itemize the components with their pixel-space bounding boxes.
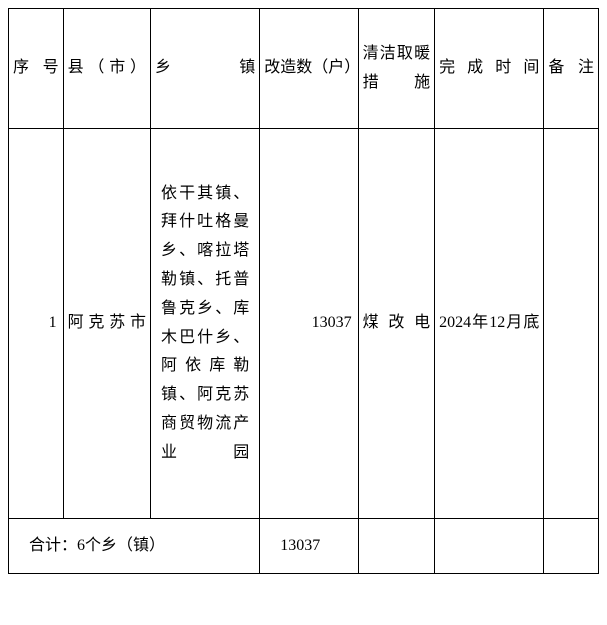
cell-note — [544, 129, 599, 519]
table-header-row: 序号 县（市） 乡镇 改造数（户） 清洁取暖措施 完成时间 备注 — [9, 9, 599, 129]
table-footer-row: 合计：6个乡（镇） 13037 — [9, 519, 599, 574]
cell-time: 2024年12月底 — [435, 129, 544, 519]
footer-note — [544, 519, 599, 574]
project-table: 序号 县（市） 乡镇 改造数（户） 清洁取暖措施 完成时间 备注 1 阿克苏市 … — [8, 8, 599, 574]
table-row: 1 阿克苏市 依干其镇、拜什吐格曼乡、喀拉塔勒镇、托普鲁克乡、库木巴什乡、阿依库… — [9, 129, 599, 519]
footer-time — [435, 519, 544, 574]
cell-measure: 煤改电 — [358, 129, 434, 519]
footer-count: 13037 — [260, 519, 358, 574]
footer-label: 合计：6个乡（镇） — [9, 519, 260, 574]
footer-measure — [358, 519, 434, 574]
header-count: 改造数（户） — [260, 9, 358, 129]
header-measure: 清洁取暖措施 — [358, 9, 434, 129]
header-seq: 序号 — [9, 9, 64, 129]
cell-count: 13037 — [260, 129, 358, 519]
header-note: 备注 — [544, 9, 599, 129]
cell-county: 阿克苏市 — [63, 129, 150, 519]
cell-town: 依干其镇、拜什吐格曼乡、喀拉塔勒镇、托普鲁克乡、库木巴什乡、阿依库勒镇、阿克苏商… — [151, 129, 260, 519]
header-time: 完成时间 — [435, 9, 544, 129]
cell-seq: 1 — [9, 129, 64, 519]
header-town: 乡镇 — [151, 9, 260, 129]
header-county: 县（市） — [63, 9, 150, 129]
